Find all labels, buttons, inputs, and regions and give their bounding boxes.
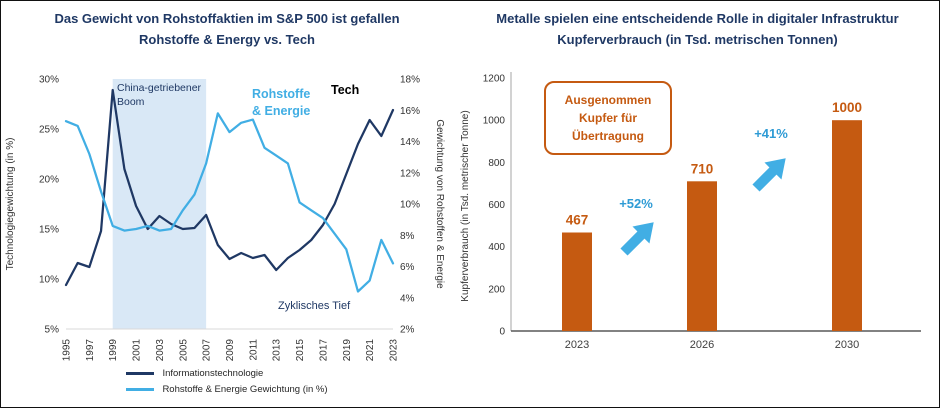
y-right-tick-label: 14% [400, 137, 420, 148]
x-tick-year-label: 2009 [225, 339, 236, 362]
growth-arrow-icon [752, 158, 786, 192]
left-chart-title: Das Gewicht von Rohstoffaktien im S&P 50… [1, 9, 453, 51]
bar-value-label: 1000 [832, 100, 862, 115]
y-left-tick-label: 25% [39, 125, 59, 136]
right-chart-title-line1: Metalle spielen eine entscheidende Rolle… [496, 11, 899, 26]
chart-annotation: China-getriebener [117, 82, 202, 94]
bar-2026 [687, 181, 717, 331]
legend-label: Rohstoffe & Energie Gewichtung (in %) [162, 383, 328, 395]
growth-percent-label: +52% [619, 196, 653, 211]
bar-2023 [562, 232, 592, 331]
y-left-axis-title: Technologiegewichtung (in %) [5, 138, 16, 271]
x-tick-year-label: 2007 [202, 339, 213, 362]
x-tick-year-label: 2001 [132, 339, 143, 362]
left-chart-title-line2: Rohstoffe & Energy vs. Tech [138, 31, 315, 47]
chart-annotation: & Energie [252, 104, 310, 118]
category-label: 2023 [565, 339, 589, 351]
bar-chart: 0 200 400 600 800 1000 1200 467 2023 710 2026 1000 2… [460, 72, 921, 351]
x-tick-year-label: 1997 [85, 339, 96, 362]
y-right-tick-label: 10% [400, 200, 420, 211]
chart-annotation: Rohstoffe [252, 87, 310, 101]
y-right-tick-label: 12% [400, 168, 420, 179]
y-tick-label: 800 [488, 158, 505, 169]
chart-annotation: Zyklisches Tief [278, 300, 351, 312]
y-right-tick-label: 6% [400, 262, 415, 273]
legend-item: Informationstechnologie [126, 365, 327, 381]
callout-text: Ausgenommen Kupfer für Übertragung [564, 93, 652, 143]
x-tick-year-label: 2005 [178, 339, 189, 362]
line-chart-legend: Informationstechnologie Rohstoffe & Energ… [1, 365, 453, 397]
chart-annotation: Tech [331, 83, 359, 97]
chart-annotation: Boom [117, 96, 145, 108]
x-tick-year-label: 2023 [389, 339, 400, 362]
bar-y-axis-title: Kupferverbrauch (in Tsd. metrischer Tonn… [460, 110, 471, 301]
x-tick-year-label: 1995 [62, 339, 73, 362]
y-left-tick-label: 15% [39, 225, 59, 236]
right-chart-title-line2: Kupferverbrauch (in Tsd. metrischen Tonn… [557, 31, 838, 47]
category-label: 2026 [690, 339, 714, 351]
x-tick-year-label: 2017 [318, 339, 329, 362]
y-tick-label: 1200 [483, 74, 506, 85]
x-tick-year-label: 2011 [248, 339, 259, 361]
legend-item: Rohstoffe & Energie Gewichtung (in %) [126, 381, 328, 397]
y-tick-label: 600 [488, 200, 505, 211]
bar-value-label: 467 [566, 213, 589, 228]
y-left-tick-label: 20% [39, 175, 59, 186]
line-chart: 5% 10% 15% 20% 25% 30% 2% 4% 6% 8% 10% 12% 14% 16% 18%… [5, 75, 445, 362]
bar-2030 [832, 120, 862, 331]
x-tick-year-label: 2015 [295, 339, 306, 362]
y-right-tick-label: 2% [400, 325, 415, 336]
x-tick-year-label: 2021 [365, 339, 376, 362]
series-line-1 [64, 112, 395, 293]
x-tick-year-label: 2019 [342, 339, 353, 362]
legend-box: Informationstechnologie Rohstoffe & Energ… [126, 365, 328, 397]
y-left-tick-label: 10% [39, 275, 59, 286]
series-line-0 [64, 88, 395, 287]
y-right-tick-label: 18% [400, 75, 420, 86]
y-right-tick-label: 8% [400, 231, 415, 242]
y-left-tick-label: 30% [39, 75, 59, 86]
y-left-tick-label: 5% [45, 325, 60, 336]
bar-value-label: 710 [691, 161, 714, 176]
growth-percent-label: +41% [754, 126, 788, 141]
right-chart-title: Metalle spielen eine entscheidende Rolle… [456, 9, 939, 51]
y-tick-label: 0 [499, 327, 505, 338]
y-right-tick-label: 16% [400, 106, 420, 117]
callout-box: Ausgenommen Kupfer für Übertragung [544, 81, 672, 155]
growth-arrow-icon [620, 222, 654, 256]
shaded-region-china-boom [112, 79, 207, 329]
y-tick-label: 200 [488, 284, 505, 295]
x-tick-year-label: 2003 [155, 339, 166, 362]
left-chart-panel: Das Gewicht von Rohstoffaktien im S&P 50… [1, 1, 453, 407]
left-chart-title-line1: Das Gewicht von Rohstoffaktien im S&P 50… [54, 11, 400, 26]
legend-label: Informationstechnologie [162, 367, 264, 379]
x-tick-year-label: 2013 [272, 339, 283, 362]
y-tick-label: 400 [488, 242, 505, 253]
legend-line-swatch [126, 371, 155, 375]
legend-line-swatch [126, 387, 155, 391]
y-right-tick-label: 4% [400, 293, 415, 304]
y-tick-label: 1000 [483, 116, 506, 127]
y-right-axis-title: Gewichtung von Rohstoffen & Energie [434, 119, 445, 289]
x-tick-year-label: 1999 [108, 339, 119, 362]
category-label: 2030 [835, 339, 859, 351]
right-chart-panel: Metalle spielen eine entscheidende Rolle… [456, 1, 939, 407]
